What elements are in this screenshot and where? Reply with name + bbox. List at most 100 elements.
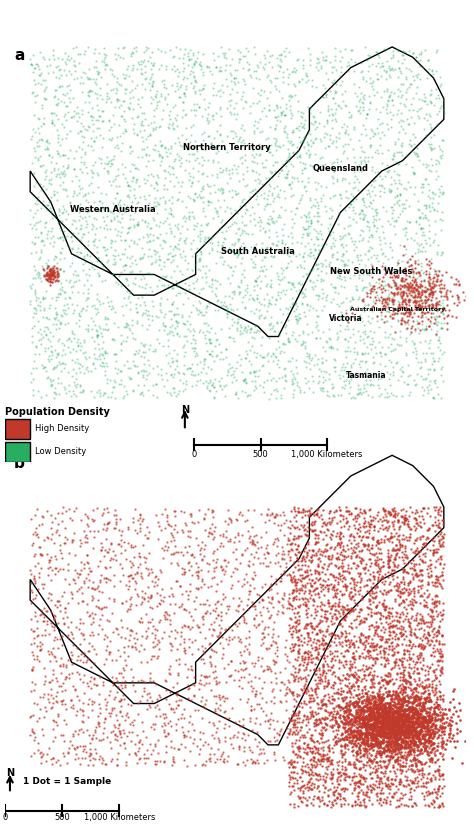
Point	[396, 713, 404, 726]
Point	[77, 703, 84, 716]
Point	[59, 676, 67, 690]
Point	[28, 663, 36, 676]
Point	[431, 285, 439, 298]
Point	[358, 263, 365, 276]
Point	[427, 138, 435, 151]
Point	[388, 712, 396, 725]
Point	[391, 552, 398, 565]
Point	[328, 121, 336, 134]
Point	[350, 342, 357, 355]
Point	[337, 681, 345, 695]
Point	[298, 174, 306, 187]
Point	[367, 284, 374, 297]
Point	[394, 724, 402, 737]
Point	[348, 658, 356, 671]
Point	[410, 167, 418, 180]
Point	[120, 663, 128, 676]
Point	[362, 733, 370, 747]
Point	[255, 552, 262, 565]
Point	[390, 302, 397, 315]
Point	[46, 275, 54, 288]
Point	[50, 49, 57, 62]
Point	[46, 675, 53, 688]
Point	[289, 686, 296, 699]
Point	[118, 248, 125, 261]
Point	[390, 523, 397, 536]
Point	[279, 598, 286, 611]
Point	[428, 323, 435, 336]
Point	[120, 263, 128, 276]
Point	[160, 544, 168, 557]
Point	[38, 98, 46, 111]
Point	[274, 335, 282, 348]
Point	[430, 141, 438, 154]
Point	[367, 342, 375, 356]
Point	[412, 712, 420, 725]
Point	[387, 526, 395, 540]
Point	[437, 705, 444, 719]
Point	[288, 628, 295, 641]
Point	[346, 196, 354, 210]
Point	[36, 149, 44, 163]
Point	[173, 193, 181, 206]
Point	[74, 728, 82, 741]
Point	[172, 694, 180, 707]
Point	[403, 534, 411, 547]
Point	[287, 300, 294, 314]
Point	[225, 364, 232, 377]
Point	[388, 51, 395, 64]
Point	[175, 279, 183, 292]
Point	[68, 242, 76, 255]
Point	[125, 318, 132, 332]
Point	[344, 226, 351, 239]
Point	[380, 766, 387, 780]
Point	[368, 723, 376, 736]
Point	[414, 719, 422, 733]
Point	[345, 722, 352, 735]
Point	[432, 82, 440, 96]
Point	[384, 739, 392, 752]
Point	[379, 712, 387, 725]
Point	[151, 628, 158, 641]
Point	[423, 659, 430, 672]
Point	[46, 271, 54, 285]
Point	[365, 711, 373, 724]
Point	[140, 681, 148, 694]
Point	[290, 759, 297, 772]
Point	[327, 578, 335, 591]
Point	[323, 734, 330, 747]
Point	[313, 233, 320, 246]
Point	[43, 273, 51, 286]
Point	[430, 701, 438, 714]
Point	[96, 573, 104, 587]
Point	[230, 370, 238, 384]
Point	[314, 773, 322, 786]
Point	[41, 264, 48, 277]
Point	[84, 651, 91, 664]
Point	[43, 268, 51, 281]
Point	[352, 181, 359, 194]
Point	[162, 610, 169, 624]
Point	[323, 752, 331, 765]
Point	[264, 546, 272, 559]
Point	[253, 753, 260, 766]
Point	[32, 606, 39, 619]
Point	[352, 728, 359, 741]
Point	[85, 178, 93, 191]
Point	[103, 96, 110, 109]
Point	[446, 703, 453, 716]
Point	[360, 563, 368, 576]
Point	[34, 76, 42, 89]
Point	[371, 580, 379, 593]
Point	[241, 758, 249, 771]
Point	[321, 710, 329, 724]
Point	[424, 578, 432, 591]
Point	[335, 720, 342, 733]
Point	[173, 275, 180, 288]
Point	[411, 736, 419, 749]
Point	[315, 566, 322, 579]
Point	[409, 265, 416, 278]
Point	[137, 639, 145, 652]
Point	[372, 734, 380, 747]
Point	[76, 337, 83, 350]
